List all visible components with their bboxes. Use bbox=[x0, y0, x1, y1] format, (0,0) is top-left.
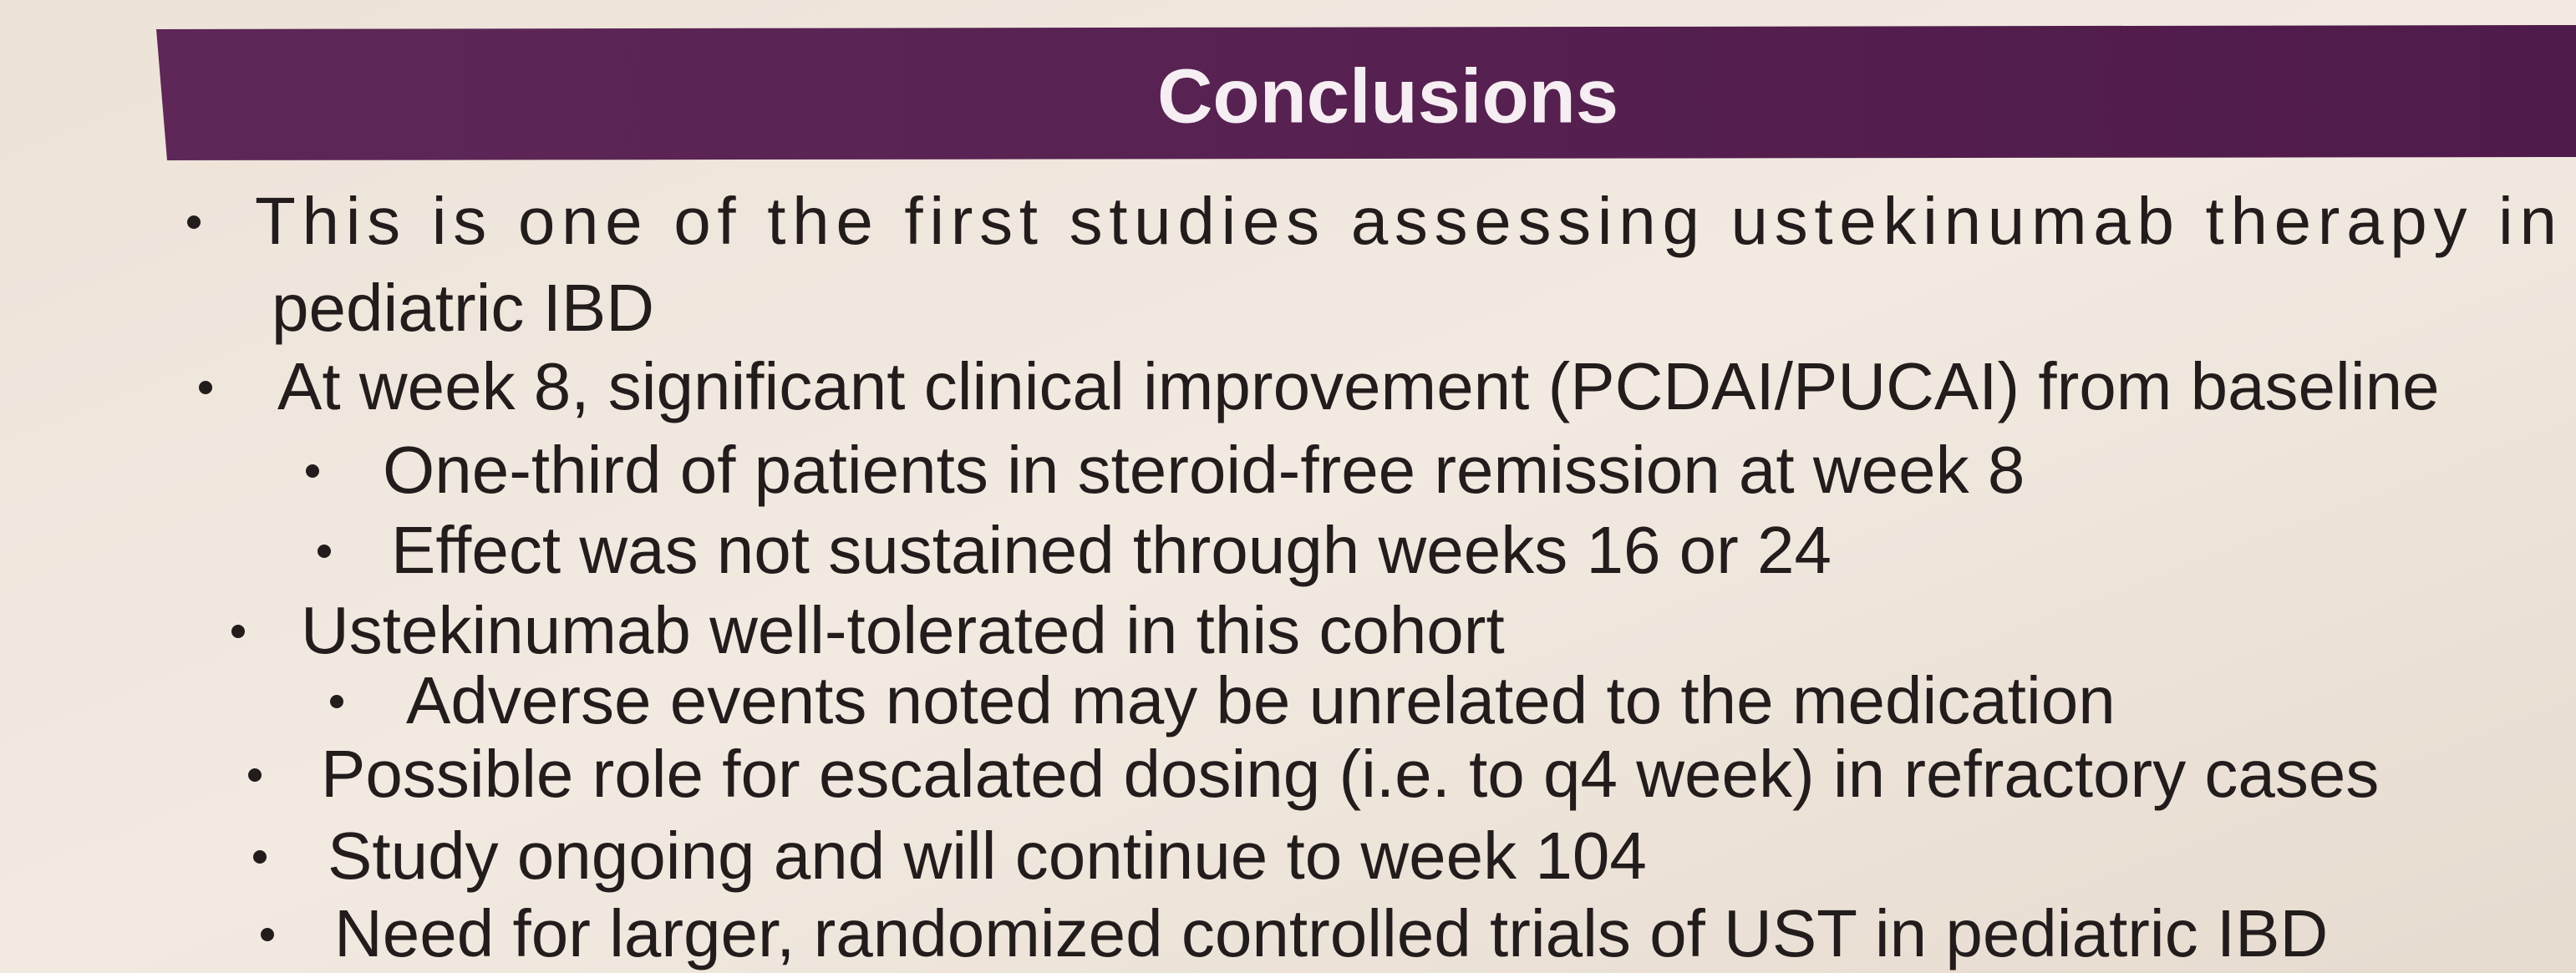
bullet bbox=[306, 464, 319, 478]
bullet-text: Adverse events noted may be unrelated to… bbox=[406, 663, 2116, 737]
bullet-text: pediatric IBD bbox=[272, 271, 654, 345]
bullet bbox=[199, 381, 212, 394]
bullet bbox=[330, 695, 343, 708]
bullet bbox=[248, 768, 262, 782]
bullet-text: Possible role for escalated dosing (i.e.… bbox=[321, 737, 2379, 811]
bullet-text: Need for larger, randomized controlled t… bbox=[334, 896, 2328, 970]
bullet bbox=[261, 928, 274, 941]
bullet-text: At week 8, significant clinical improvem… bbox=[277, 349, 2440, 423]
bullet-text: Ustekinumab well-tolerated in this cohor… bbox=[301, 593, 1505, 667]
bullet-text: One-third of patients in steroid-free re… bbox=[383, 433, 2025, 507]
bullet-text: Effect was not sustained through weeks 1… bbox=[391, 513, 1832, 587]
bullet-text: This is one of the first studies assessi… bbox=[255, 184, 2557, 258]
bullet-list: This is one of the first studies assessi… bbox=[187, 184, 2557, 970]
header-bar bbox=[156, 25, 2576, 160]
bullet bbox=[231, 625, 245, 638]
bullet bbox=[318, 545, 331, 558]
bullet-text: Study ongoing and will continue to week … bbox=[328, 818, 1647, 893]
bullet bbox=[253, 850, 267, 864]
bullet bbox=[187, 215, 201, 229]
header-title: Conclusions bbox=[1157, 53, 1618, 139]
